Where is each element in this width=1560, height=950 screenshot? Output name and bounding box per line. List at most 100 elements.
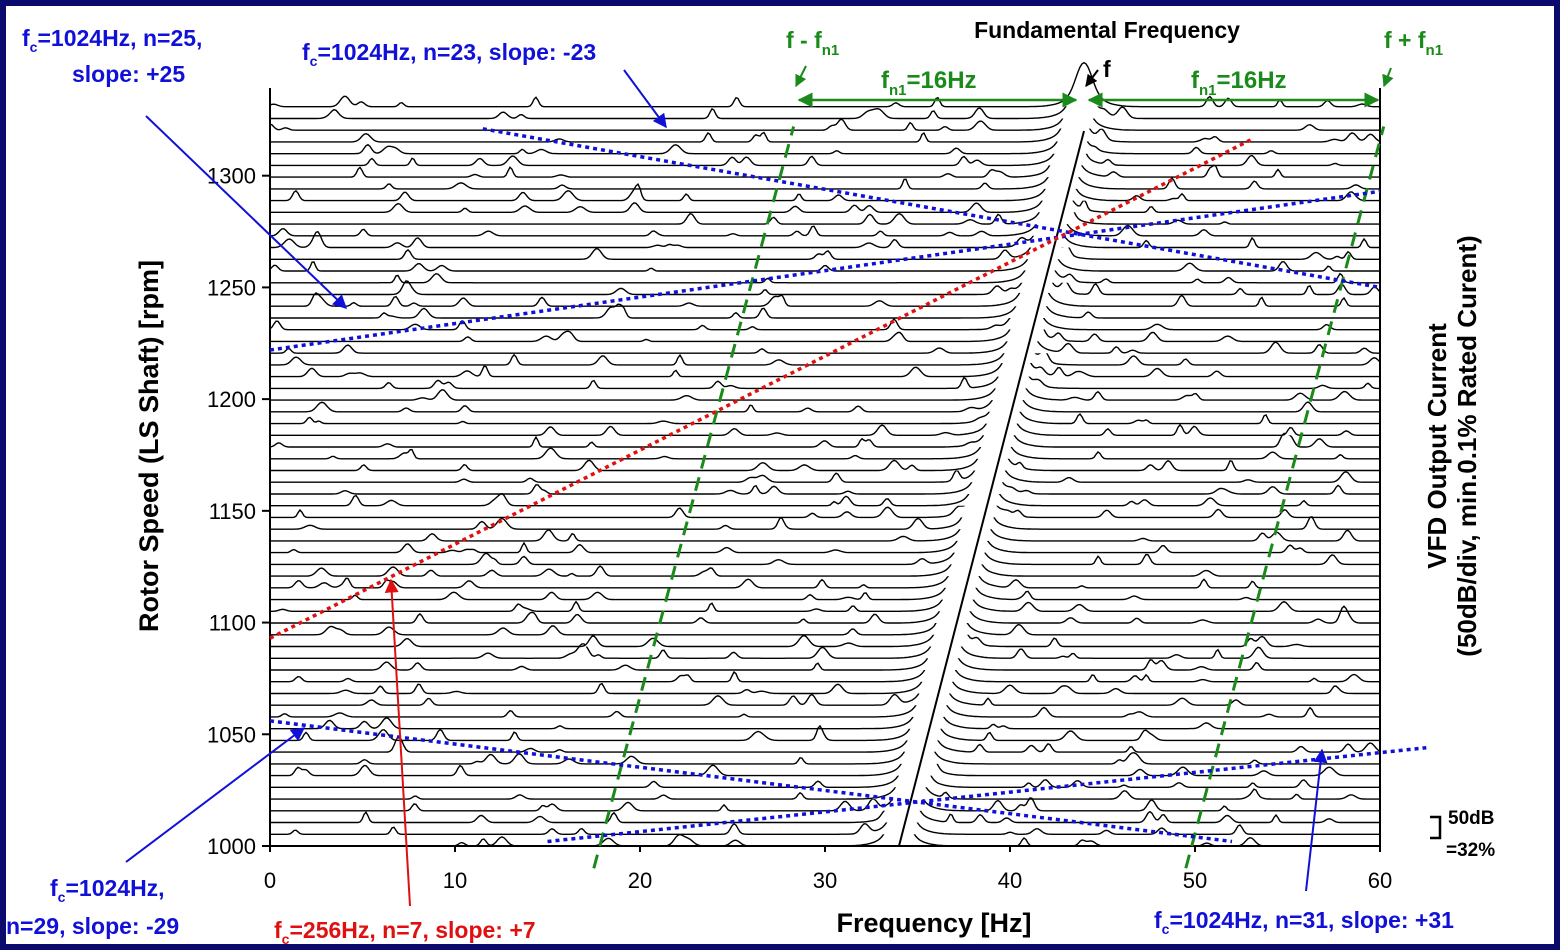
y2-axis-title-line2: (50dB/div, min.0.1% Rated Curent) xyxy=(1452,235,1482,656)
spectrum-trace xyxy=(270,765,1380,812)
scale-bar-label-2: =32% xyxy=(1446,840,1495,861)
fundamental-ridge xyxy=(898,130,1085,847)
x-tick-label: 10 xyxy=(443,868,467,893)
annotation-n29: fc=1024Hz, xyxy=(50,875,165,905)
spectrum-trace xyxy=(270,414,1380,460)
harmonic-line-1 xyxy=(482,127,1381,290)
x-tick-label: 60 xyxy=(1368,868,1392,893)
spectrum-trace xyxy=(269,226,1380,272)
harmonic-line-3 xyxy=(547,745,1427,844)
annotation-n23: fc=1024Hz, n=23, slope: -23 xyxy=(302,39,596,69)
spectrum-trace xyxy=(270,460,1380,507)
spectrum-trace xyxy=(270,367,1380,413)
spectrum-traces xyxy=(269,61,1381,847)
y-axis-title: Rotor Speed (LS Shaft) [rpm] xyxy=(134,260,164,632)
upper-sideband-label: f + fn1 xyxy=(1384,27,1443,59)
spectrum-trace xyxy=(270,481,1380,530)
spectrum-trace xyxy=(270,312,1381,366)
x-tick-label: 40 xyxy=(998,868,1022,893)
x-tick-label: 30 xyxy=(813,868,837,893)
x-axis-title: Frequency [Hz] xyxy=(836,908,1031,938)
axis-ticks: 0 10 20 30 40 50 60 1000 1050 1100 1150 1200 1250 130… xyxy=(207,164,1392,893)
spectrum-trace xyxy=(270,687,1380,742)
spectrum-trace xyxy=(269,284,1380,331)
spectrum-trace xyxy=(270,472,1380,519)
spectrum-trace xyxy=(270,578,1380,624)
fundamental-arrow xyxy=(1085,69,1099,87)
scale-bar-label-1: 50dB xyxy=(1448,808,1494,829)
spectrum-trace xyxy=(270,120,1380,167)
spectrum-trace xyxy=(270,624,1380,671)
overlay-lines xyxy=(269,126,1427,869)
annotation-n23-arrow xyxy=(623,69,667,129)
lower-sideband-arrow xyxy=(795,65,807,88)
spectrum-trace xyxy=(269,85,1380,131)
plot-frame xyxy=(269,88,1381,847)
harmonic-line-0 xyxy=(269,189,1381,352)
spectrum-trace xyxy=(270,202,1380,249)
annotation-n7: fc=256Hz, n=7, slope: +7 xyxy=(274,917,536,944)
spectrum-trace xyxy=(270,683,1380,730)
spectrum-trace xyxy=(270,613,1380,659)
spectrum-trace xyxy=(270,531,1380,577)
upper-sideband-line xyxy=(1184,126,1386,869)
scale-bar xyxy=(1430,815,1442,840)
spectrum-trace xyxy=(270,778,1380,824)
y-tick-label: 1300 xyxy=(207,164,256,189)
y-tick-label: 1250 xyxy=(207,275,256,300)
figure: 0 10 20 30 40 50 60 1000 1050 1100 1150 1200 1250 130… xyxy=(6,6,1554,944)
harmonic-line-2 xyxy=(269,719,1233,844)
spectrum-trace xyxy=(270,496,1380,542)
x-tick-label: 0 xyxy=(264,868,276,893)
spacing-label-left: fn1=16Hz xyxy=(881,67,977,99)
y-tick-label: 1150 xyxy=(209,499,256,524)
waterfall-chart: 0 10 20 30 40 50 60 1000 1050 1100 1150 1200 1250 130… xyxy=(6,17,1495,944)
spectrum-trace xyxy=(269,191,1380,237)
spectrum-trace xyxy=(270,648,1380,695)
x-tick-label: 50 xyxy=(1183,868,1207,893)
spectrum-trace xyxy=(270,742,1380,788)
spectrum-trace xyxy=(270,449,1380,495)
spectrum-trace xyxy=(270,602,1380,648)
spectrum-trace xyxy=(270,155,1380,202)
spectrum-trace xyxy=(270,261,1380,307)
spectrum-trace xyxy=(270,589,1380,636)
annotation-n29-arrow xyxy=(125,727,306,863)
spectrum-trace xyxy=(270,801,1380,847)
annotation-n25-arrow xyxy=(145,115,348,309)
annotation-n25: fc=1024Hz, n=25, xyxy=(22,25,202,55)
spectrum-trace xyxy=(270,296,1380,343)
spectrum-trace xyxy=(270,730,1380,777)
spectrum-trace xyxy=(270,719,1380,765)
upper-sideband-arrow xyxy=(1382,67,1394,88)
spectrum-trace xyxy=(270,308,1380,354)
spectrum-trace xyxy=(270,789,1380,835)
spectrum-trace xyxy=(270,71,1380,120)
spectrum-trace xyxy=(270,519,1380,566)
spectrum-trace xyxy=(270,331,1380,378)
fundamental-label: Fundamental Frequency xyxy=(974,17,1240,43)
spectrum-trace xyxy=(270,132,1380,178)
spectrum-trace xyxy=(269,402,1380,448)
spectrum-trace xyxy=(270,426,1380,472)
lower-sideband-label: f - fn1 xyxy=(786,27,839,59)
x-tick-label: 20 xyxy=(628,868,652,893)
spectrum-trace xyxy=(270,273,1380,319)
y2-axis-title-line1: VFD Output Current xyxy=(1422,323,1452,569)
spectrum-trace xyxy=(270,554,1380,601)
annotation-n29-line2: n=29, slope: -29 xyxy=(6,913,179,939)
y-tick-label: 1200 xyxy=(207,387,256,412)
annotation-n31: fc=1024Hz, n=31, slope: +31 xyxy=(1154,907,1454,937)
spectrum-trace xyxy=(270,566,1380,612)
spectrum-trace xyxy=(270,754,1380,800)
fundamental-marker: f xyxy=(1103,56,1111,82)
annotation-n25-line2: slope: +25 xyxy=(72,61,185,87)
spectrum-trace xyxy=(270,672,1380,718)
spectrum-trace xyxy=(270,507,1380,554)
spectrum-trace xyxy=(270,108,1380,155)
annotation-n31-arrow xyxy=(1305,748,1328,892)
spectrum-trace xyxy=(270,167,1380,213)
spectrum-trace xyxy=(270,437,1380,483)
spectrum-trace xyxy=(270,248,1381,296)
spectrum-trace xyxy=(270,378,1380,425)
